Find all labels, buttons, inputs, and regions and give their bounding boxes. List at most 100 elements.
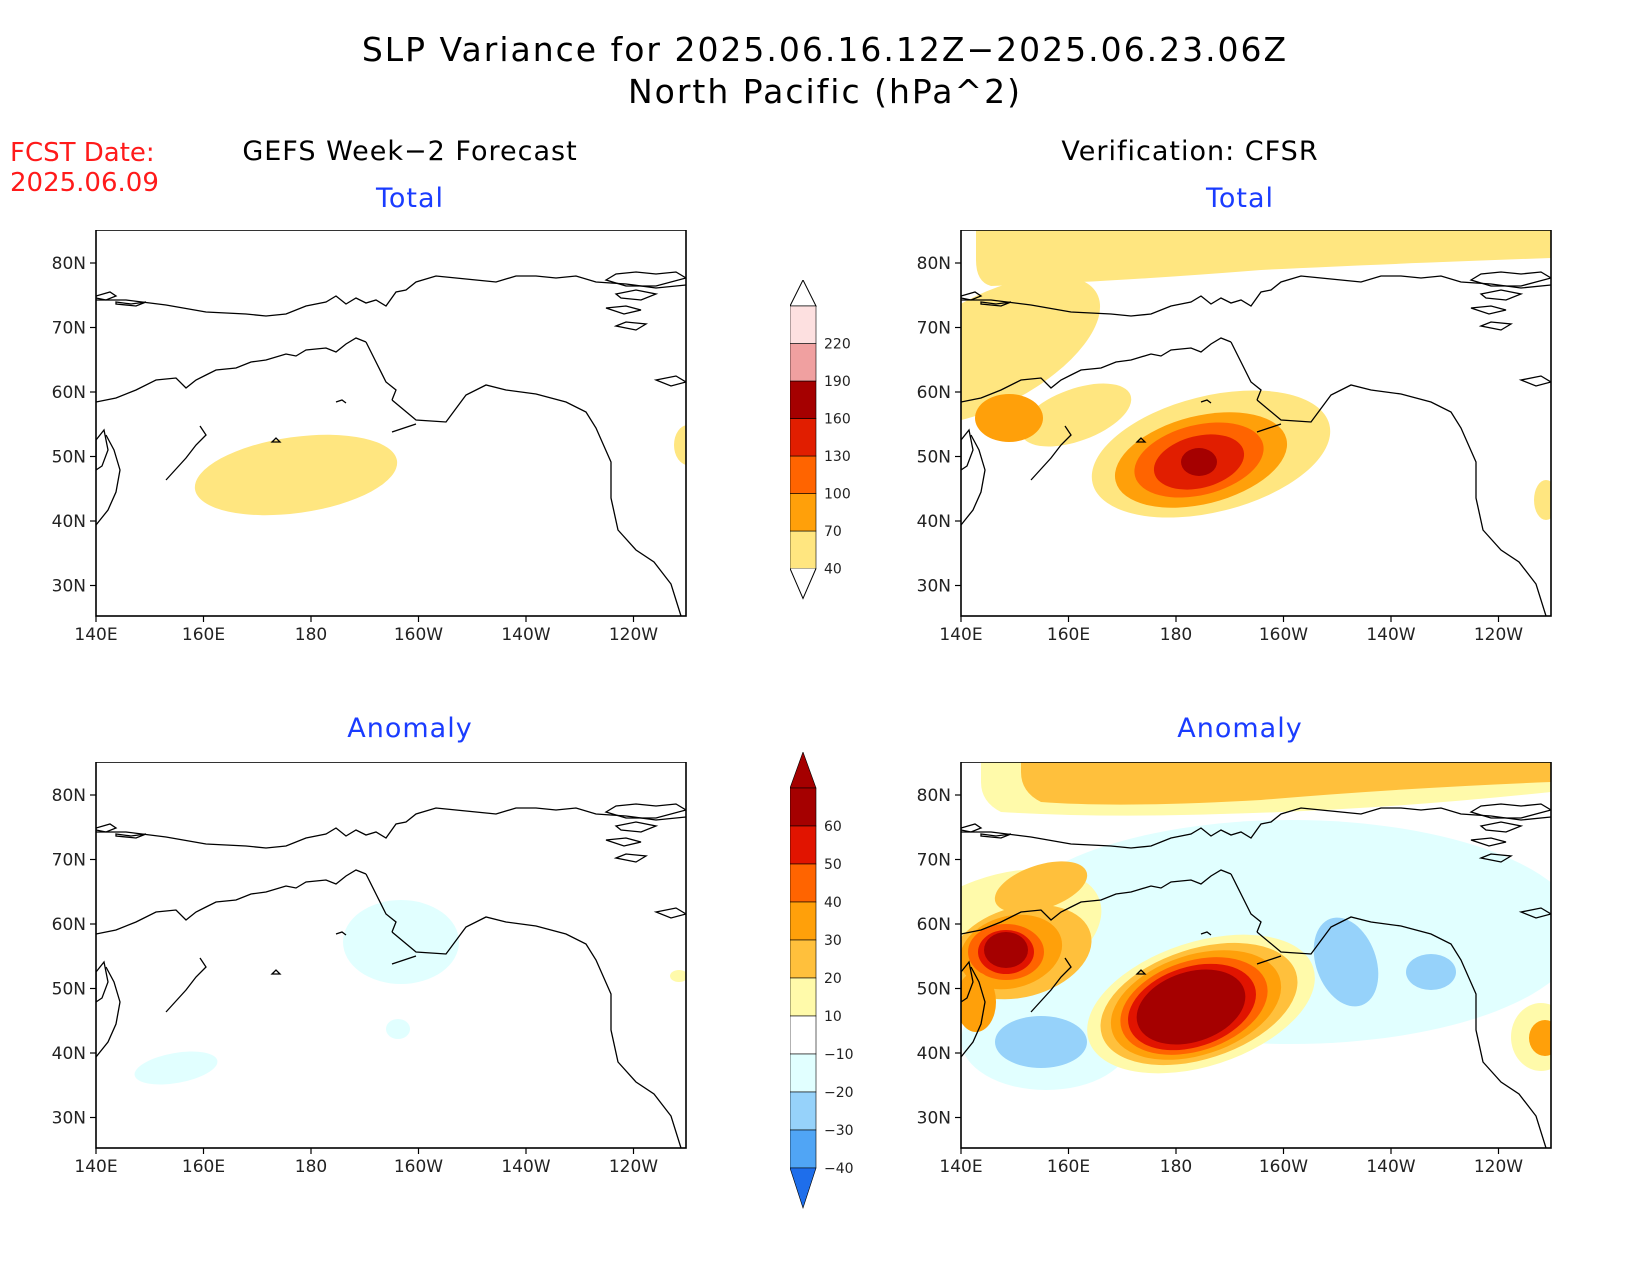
lat-label: 50N [52,980,86,1000]
colorbar-tick-label: 130 [824,449,851,465]
coastline-island [115,833,147,839]
colorbar-tick-label: −20 [824,1085,854,1101]
coastline-island [605,837,642,847]
coastline-segment [96,807,686,849]
coastline-segment [391,955,417,965]
contour-region [1021,762,1551,805]
contour-region [386,1019,410,1039]
colorbar-tick-label: 30 [824,933,842,949]
coastline-island [1478,321,1514,331]
coastline-segment [165,425,207,481]
coastline-island [961,428,974,471]
coastline-island [270,437,282,443]
coastline-island [1470,305,1507,315]
lat-label: 40N [917,1044,951,1064]
colorbar-segment [790,1053,817,1093]
fcst-date-block: FCST Date: 2025.06.09 [10,138,159,198]
coastline-segment [1230,873,1262,933]
contour-fills [961,762,1551,1090]
colorbar-arrow-top [790,752,817,789]
lat-label: 80N [917,786,951,806]
contour-region [995,1016,1087,1068]
right-column-title: Verification: CFSR [1061,136,1319,167]
coastline-island [270,969,282,975]
coastline-segment [1256,955,1282,965]
colorbar-segment [790,343,817,382]
colorbar-segment [790,380,817,419]
coastline-island [1479,289,1524,301]
lat-label: 70N [52,319,86,339]
coastline [96,271,686,616]
lon-label: 160W [1259,1157,1308,1177]
coastline-segment [1230,341,1262,401]
colorbar-segment [790,1015,817,1055]
lon-label: 140E [74,1157,117,1177]
colorbar-arrow-bottom [790,1167,817,1209]
main-subtitle: North Pacific (hPa^2) [627,72,1023,111]
contour-region [343,900,459,984]
coastline-island [1478,853,1514,863]
colorbar-segment [790,493,817,532]
contour-region [194,434,398,516]
coastline [961,271,1551,616]
colorbar-tick-label: 100 [824,487,851,503]
lon-label: 140E [74,625,117,645]
lat-label: 30N [52,1109,86,1129]
contour-region [961,972,996,1032]
coastline [96,803,686,1148]
colorbar-segment [790,1091,817,1131]
contour-region [1534,480,1551,520]
lat-label: 80N [917,254,951,274]
fcst-date-label: FCST Date: [10,138,155,168]
coastline-segment [961,434,986,526]
coastline-island [1469,803,1551,819]
coastline-segment [365,341,397,401]
coastline-segment [1030,425,1072,481]
coastline-segment [96,434,121,526]
coastline-island [96,823,118,833]
colorbar-total: 40 70 100 130 160 190 220 [790,280,851,600]
coastline-island [115,301,147,307]
contour-region [674,425,686,465]
lon-label: 120W [609,625,658,645]
lat-label: 30N [917,1109,951,1129]
coastline-segment [1200,931,1212,936]
map-plot-area: 80N 70N 60N 50N 40N 30N 140E 160E 180 160W 140W 120… [917,762,1552,1177]
colorbar-segment [790,787,817,827]
map-plot-area: 80N 70N 60N 50N 40N 30N 140E 160E 180 160W 140W 120… [52,230,687,645]
map-plot-area: 80N 70N 60N 50N 40N 30N 140E 160E 180 160W 140W 120… [917,230,1552,645]
coastline-segment [961,966,986,1058]
colorbar-tick-label: 190 [824,374,851,390]
colorbar-tick-label: 40 [824,562,842,578]
lat-label: 80N [52,786,86,806]
colorbar-segment [790,825,817,865]
colorbar-tick-label: 220 [824,337,851,353]
contour-fills [961,230,1551,520]
lat-label: 30N [917,577,951,597]
contour-region [1020,383,1132,447]
coastline-island [96,291,118,301]
colorbar-tick-label: 10 [824,1009,842,1025]
coastline-island [1135,437,1147,443]
coastline-segment [391,384,682,616]
colorbar-segment [790,305,817,344]
panel-title-forecast-total: Total [375,183,445,214]
colorbar-segment [790,901,817,941]
coastline-island [653,375,686,387]
panel-title-forecast-anomaly: Anomaly [347,713,473,744]
lat-label: 70N [52,851,86,871]
contour-region [1181,448,1217,476]
lon-label: 120W [1474,625,1523,645]
coastline-island [614,289,659,301]
map-forecast-total: 80N 70N 60N 50N 40N 30N 140E 160E 180 160W 140W 120… [52,230,687,645]
coastline-segment [391,423,417,433]
coastline-island [980,833,1012,839]
contour-fills [194,425,686,516]
colorbar-tick-label: 70 [824,524,842,540]
coastline-segment [1200,399,1212,404]
colorbar-arrow-top [790,280,817,307]
colorbar-tick-label: 50 [824,857,842,873]
coastline-island [604,803,686,819]
lat-label: 80N [52,254,86,274]
colorbar-segment [790,455,817,494]
